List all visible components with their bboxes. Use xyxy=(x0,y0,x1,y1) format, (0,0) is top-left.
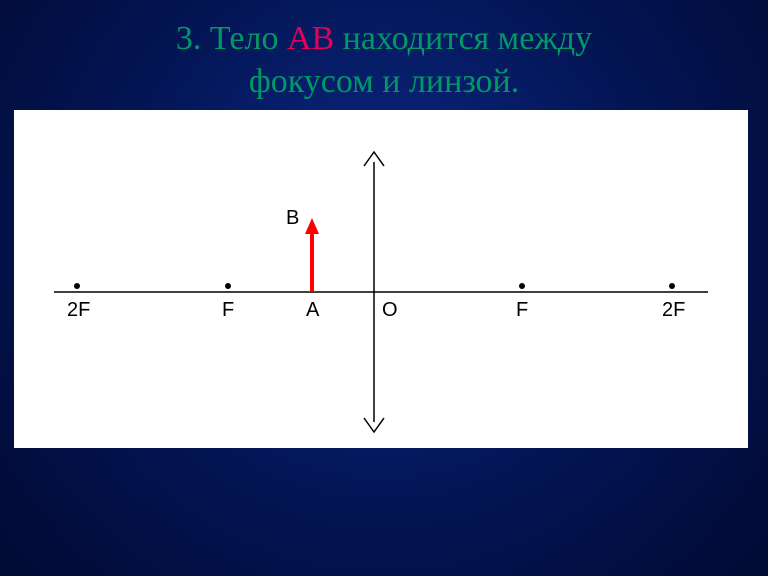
axis-point-label: 2F xyxy=(67,299,90,321)
title-line-2: фокусом и линзой. xyxy=(0,61,768,104)
axis-point-label: A xyxy=(306,299,320,321)
title-prefix: 3. Тело xyxy=(176,20,287,57)
title-line-1: 3. Тело АВ находится между xyxy=(0,18,768,61)
optics-diagram: 2F F A О F 2F В xyxy=(14,110,748,448)
axis-point-dot xyxy=(519,283,525,289)
axis-point-dot xyxy=(669,283,675,289)
axis-point-label: F xyxy=(222,299,234,321)
title-highlight: АВ xyxy=(287,20,334,57)
axis-point-dot xyxy=(225,283,231,289)
object-arrow-label: В xyxy=(286,207,299,229)
axis-point-label: О xyxy=(382,299,398,321)
axis-point-dot xyxy=(74,283,80,289)
diagram-svg: 2F F A О F 2F В xyxy=(14,110,748,448)
axis-point-label: F xyxy=(516,299,528,321)
title-suffix1: находится между xyxy=(334,20,592,57)
object-arrow-head-icon xyxy=(305,218,319,234)
axis-point-label: 2F xyxy=(662,299,685,321)
slide-title: 3. Тело АВ находится между фокусом и лин… xyxy=(0,0,768,103)
